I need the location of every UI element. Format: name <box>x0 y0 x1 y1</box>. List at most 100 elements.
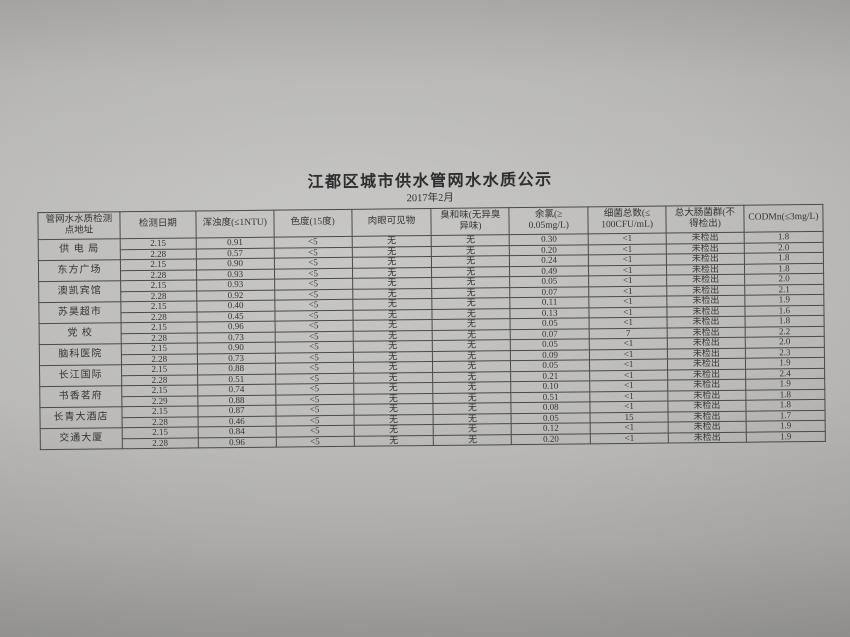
value-cell: 0.57 <box>196 247 275 259</box>
sampling-point-cell: 脑科医院 <box>39 343 122 366</box>
sampling-point-cell: 交通大厦 <box>40 427 123 450</box>
value-cell: 无 <box>433 434 512 446</box>
sampling-point-cell: 长青大酒店 <box>39 406 123 429</box>
sampling-point-cell: 澳凯宾馆 <box>38 280 121 303</box>
value-cell: 2.28 <box>122 437 199 449</box>
value-cell: <5 <box>275 372 354 385</box>
value-cell: 2.15 <box>120 279 197 292</box>
value-cell: 未检出 <box>668 410 747 423</box>
column-header-test-date: 检测日期 <box>119 210 196 239</box>
value-cell: <5 <box>274 341 353 353</box>
value-cell: <5 <box>275 425 354 437</box>
value-cell: 未检出 <box>667 358 746 370</box>
value-cell: 2.28 <box>121 332 198 344</box>
value-cell: 0.87 <box>197 405 276 417</box>
column-header-odor-taste: 臭和味(无异臭 异味) <box>431 207 510 236</box>
value-cell: 未检出 <box>667 389 746 402</box>
value-cell: 0.84 <box>197 426 276 438</box>
value-cell: <5 <box>275 362 354 374</box>
value-cell: <5 <box>275 414 354 427</box>
value-cell: <5 <box>274 330 353 343</box>
document-sheet: 江都区城市供水管网水水质公示 2017年2月 管网水水质检测 点地址 检测日期 <box>37 168 826 450</box>
value-cell: 无 <box>433 402 512 414</box>
value-cell: 未检出 <box>667 316 746 328</box>
value-cell: <5 <box>275 351 353 364</box>
value-cell: <5 <box>274 320 353 332</box>
value-cell: <5 <box>275 393 354 406</box>
sampling-point-cell: 长江国际 <box>39 364 122 387</box>
value-cell: 2.28 <box>121 416 198 428</box>
value-cell: 未检出 <box>668 431 747 444</box>
value-cell: 2.15 <box>122 426 199 439</box>
water-quality-table: 管网水水质检测 点地址 检测日期 浑浊度(≤1NTU) 色度(15度) 肉眼可见… <box>37 204 826 450</box>
value-cell: 2.15 <box>121 405 198 418</box>
value-cell: 未检出 <box>667 400 746 412</box>
value-cell: 无 <box>431 255 510 267</box>
value-cell: 无 <box>433 392 512 404</box>
value-cell: 0.13 <box>510 307 590 319</box>
value-cell: 2.28 <box>120 290 197 302</box>
value-cell: 0.91 <box>195 237 274 249</box>
value-cell: 0.46 <box>197 415 276 427</box>
value-cell: 未检出 <box>668 421 747 433</box>
column-header-coliform: 总大肠菌群(不 得检出) <box>665 205 745 234</box>
value-cell: 0.74 <box>197 384 276 396</box>
column-header-sampling-point: 管网水水质检测 点地址 <box>37 211 121 240</box>
sampling-point-cell: 书香茗府 <box>39 385 122 408</box>
value-cell: 2.28 <box>121 353 198 365</box>
value-cell: 未检出 <box>667 379 746 391</box>
value-cell: <1 <box>590 432 669 444</box>
value-cell: 无 <box>433 413 512 425</box>
value-cell: 0.88 <box>197 394 276 406</box>
value-cell: 无 <box>353 434 434 447</box>
sampling-point-cell: 苏昊超市 <box>38 301 121 324</box>
value-cell: 2.15 <box>121 342 198 355</box>
value-cell: <1 <box>589 390 668 402</box>
value-cell: 0.20 <box>511 433 591 445</box>
value-cell: <1 <box>590 401 669 413</box>
value-cell: <1 <box>589 369 668 381</box>
value-cell: 0.88 <box>197 363 276 375</box>
value-cell: 2.15 <box>120 321 197 334</box>
value-cell: <5 <box>274 309 353 322</box>
column-header-bacteria-count: 细菌总数(≤ 100CFU/mL) <box>588 206 667 234</box>
value-cell: 2.28 <box>120 248 197 260</box>
value-cell: 15 <box>590 411 669 423</box>
sampling-point-cell: 党 校 <box>39 322 122 345</box>
value-cell: 2.15 <box>121 363 198 376</box>
value-cell: 2.15 <box>120 300 197 313</box>
value-cell: 0.51 <box>197 373 276 385</box>
value-cell: 无 <box>433 381 512 393</box>
value-cell: 无 <box>431 245 510 257</box>
value-cell: <1 <box>590 422 669 434</box>
column-header-visible-matter: 肉眼可见物 <box>351 208 432 237</box>
value-cell: <1 <box>588 233 667 245</box>
value-cell: 2.15 <box>120 258 197 271</box>
value-cell: 1.9 <box>746 430 826 443</box>
value-cell: 未检出 <box>667 368 746 381</box>
value-cell: 2.15 <box>120 237 197 250</box>
value-cell: 未检出 <box>667 347 746 360</box>
value-cell: 2.15 <box>121 384 198 397</box>
value-cell: 2.28 <box>120 269 197 281</box>
value-cell: <1 <box>588 243 667 255</box>
sampling-point-cell: 供 电 局 <box>38 238 121 261</box>
column-header-codmn: CODMn(≤3mg/L) <box>743 204 824 233</box>
value-cell: <5 <box>275 404 354 416</box>
value-cell: 2.28 <box>121 374 198 386</box>
value-cell: 2.29 <box>121 395 198 407</box>
value-cell: 未检出 <box>667 326 746 339</box>
value-cell: 无 <box>433 423 512 435</box>
column-header-chroma: 色度(15度) <box>273 209 352 238</box>
value-cell: <5 <box>275 383 354 395</box>
value-cell: <5 <box>275 435 354 448</box>
value-cell: 无 <box>431 266 510 278</box>
value-cell: 0.96 <box>198 436 277 448</box>
value-cell: 0.07 <box>510 328 590 340</box>
column-header-turbidity: 浑浊度(≤1NTU) <box>195 210 274 238</box>
column-header-residual-chlorine: 余氯(≥ 0.05mg/L) <box>509 206 589 235</box>
sampling-point-cell: 东方广场 <box>38 259 121 282</box>
value-cell: 0.05 <box>510 317 590 330</box>
value-cell: 无 <box>431 234 510 246</box>
